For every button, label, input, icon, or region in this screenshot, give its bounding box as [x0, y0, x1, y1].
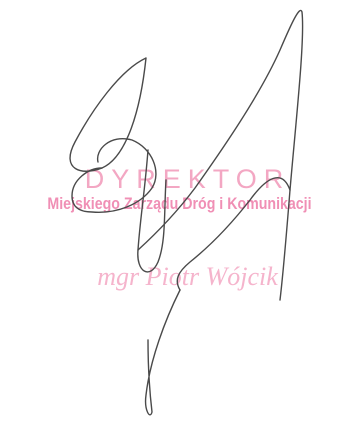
stamp-title: DYREKTOR [84, 164, 291, 194]
signature-stroke-descender [137, 149, 167, 273]
signature-stroke-upper-loop [69, 57, 147, 172]
signature-stroke-right-branch [176, 177, 291, 291]
signature-stroke-mid-loop [71, 138, 157, 213]
stamp-person-name: mgr Piotr Wójcik [97, 262, 278, 291]
signature-stroke-main-rise [137, 9, 304, 301]
signature-stroke-tail [144, 289, 181, 416]
stamp-institution: Miejskiego Zarządu Dróg i Komunikacji [47, 195, 312, 213]
